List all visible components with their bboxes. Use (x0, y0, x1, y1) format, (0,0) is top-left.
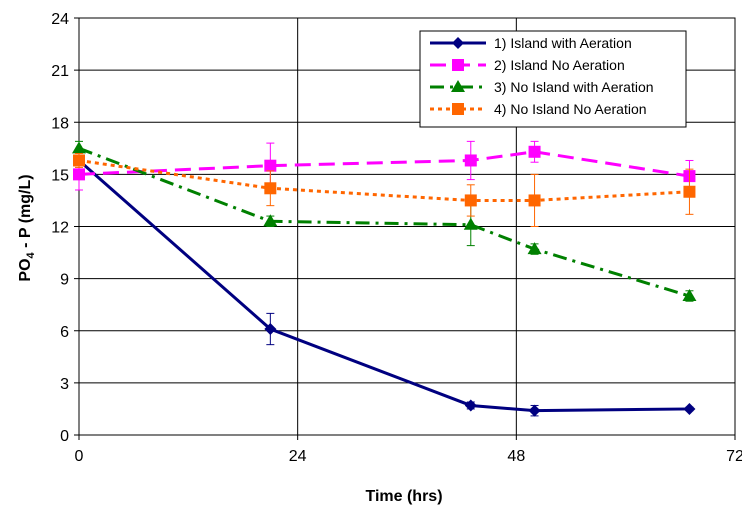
legend-marker (452, 103, 464, 115)
x-tick-label: 72 (726, 448, 742, 465)
y-tick-label: 9 (60, 272, 69, 289)
y-axis-title: PO4 - P (mg/L) (17, 174, 37, 281)
y-tick-label: 12 (51, 220, 69, 237)
legend-label: 3) No Island with Aeration (494, 79, 654, 95)
y-tick-label: 15 (51, 167, 69, 184)
series-line (78, 146, 690, 298)
data-point (528, 194, 541, 207)
legend-marker (452, 37, 464, 49)
legend: 1) Island with Aeration 2) Island No Aera… (419, 30, 687, 128)
axis-ticks: 0 3 6 9 12 15 18 21 24 0 24 48 72 (51, 11, 742, 465)
x-tick-label: 0 (75, 448, 84, 465)
series-layer (72, 140, 697, 417)
y-tick-label: 24 (51, 11, 69, 28)
legend-item-1: 1) Island with Aeration (430, 35, 632, 51)
y-tick-label: 6 (60, 324, 69, 341)
legend-item-3: 3) No Island with Aeration (430, 79, 654, 95)
y-tick-label: 21 (51, 63, 69, 80)
data-point (264, 323, 277, 336)
data-point (463, 217, 478, 230)
legend-marker (452, 59, 464, 71)
data-point (528, 404, 541, 417)
data-point (464, 399, 477, 412)
data-point (263, 214, 278, 227)
series-2 (73, 140, 696, 193)
data-point (683, 185, 696, 198)
x-axis-title: Time (hrs) (365, 488, 442, 505)
data-point (264, 159, 277, 172)
y-axis-title-rest: - P (mg/L) (17, 174, 34, 252)
series-4 (73, 153, 696, 227)
y-axis-title-main: PO (17, 258, 34, 281)
legend-box (419, 30, 687, 128)
legend-marker (451, 80, 465, 92)
data-point (264, 182, 277, 195)
legend-label: 2) Island No Aeration (494, 57, 625, 73)
y-axis-title-subscript: 4 (25, 251, 37, 258)
x-tick-label: 24 (289, 448, 307, 465)
legend-label: 1) Island with Aeration (494, 35, 632, 51)
data-point (464, 194, 477, 207)
data-point (683, 402, 696, 415)
y-tick-label: 18 (51, 115, 69, 132)
x-tick-label: 48 (507, 448, 525, 465)
data-point (464, 154, 477, 167)
data-point (682, 289, 697, 301)
data-point (72, 141, 86, 154)
legend-label: 4) No Island No Aeration (494, 101, 647, 117)
series-1 (73, 149, 696, 417)
series-3 (72, 140, 697, 302)
legend-item-4: 4) No Island No Aeration (430, 101, 647, 117)
data-point (528, 145, 541, 158)
data-point (73, 168, 85, 181)
data-point (527, 242, 542, 255)
data-point (73, 154, 85, 167)
y-tick-label: 0 (60, 428, 69, 445)
legend-item-2: 2) Island No Aeration (430, 57, 625, 73)
y-tick-label: 3 (60, 376, 69, 393)
